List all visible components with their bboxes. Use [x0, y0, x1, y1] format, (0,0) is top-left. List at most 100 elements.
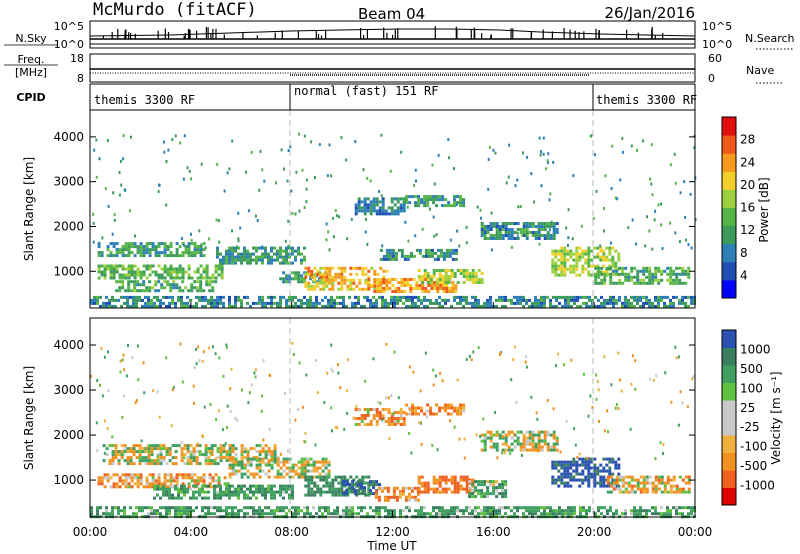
power-scatter-cell [428, 207, 431, 211]
power-cell-r5 [334, 272, 338, 276]
velocity-colorbar-swatch [722, 470, 736, 488]
velocity-cell-r12 [599, 475, 603, 479]
power-cell-r1 [196, 248, 200, 252]
power-cell-r3 [264, 246, 267, 250]
velocity-cell-r14 [357, 512, 360, 516]
power-cell-r3 [282, 258, 285, 262]
velocity-cell-r8 [477, 489, 481, 493]
velocity-cell-r2 [306, 460, 310, 464]
velocity-cell-r2 [258, 469, 262, 473]
power-cell-r13 [648, 272, 652, 276]
velocity-cell-r13 [621, 475, 625, 479]
power-cell-r13 [678, 272, 682, 276]
velocity-cell-r6 [374, 489, 378, 493]
power-cell-r14 [582, 301, 585, 305]
velocity-cell-r14 [528, 506, 531, 510]
velocity-cell-r3 [288, 484, 291, 488]
velocity-cell-r13 [669, 484, 673, 488]
power-cell-r14 [519, 301, 522, 305]
power-scatter-cell [330, 174, 333, 178]
velocity-cell-r1 [150, 447, 154, 451]
power-ytick-label: 2000 [53, 219, 84, 233]
power-cell-r14 [402, 295, 405, 299]
power-scatter-cell [567, 236, 570, 240]
velocity-scatter-cell [143, 391, 146, 395]
velocity-cell-r14 [213, 512, 216, 516]
velocity-cell-r12 [584, 478, 588, 482]
power-cell-r1 [106, 245, 110, 249]
power-cell-r14 [294, 301, 297, 305]
velocity-cell-r14 [630, 512, 633, 516]
velocity-cell-r0 [124, 482, 128, 486]
power-cell-r9 [423, 195, 427, 199]
velocity-cell-r0 [175, 473, 179, 477]
power-scatter-cell [182, 177, 185, 181]
velocity-cell-r6 [413, 495, 417, 499]
velocity-cell-r0 [139, 482, 143, 486]
velocity-scatter-cell [357, 408, 360, 412]
power-cell-r5 [352, 281, 356, 285]
power-cell-r14 [570, 298, 573, 302]
power-cell-r14 [420, 298, 423, 302]
power-scatter-cell [381, 244, 384, 248]
velocity-cell-r11 [531, 448, 535, 452]
velocity-cell-r11 [540, 445, 544, 449]
power-cell-r14 [240, 301, 243, 305]
velocity-cell-r1 [144, 456, 148, 460]
velocity-cell-r11 [543, 439, 547, 443]
velocity-cell-r14 [348, 506, 351, 510]
power-scatter-cell [362, 168, 365, 172]
velocity-cell-r7 [450, 475, 454, 479]
velocity-cell-r4 [340, 493, 344, 497]
power-cell-r7 [456, 269, 460, 272]
power-cell-r0 [157, 273, 161, 277]
power-cell-r1 [154, 251, 158, 255]
power-cell-r14 [444, 301, 447, 305]
velocity-cell-r4 [325, 478, 329, 482]
velocity-cell-r4 [343, 475, 347, 479]
power-cell-r14 [210, 301, 213, 305]
power-cell-r7 [462, 269, 466, 272]
velocity-cell-r14 [96, 512, 99, 516]
power-scatter-cell [247, 209, 250, 213]
power-cell-r0 [151, 264, 155, 268]
velocity-cell-r14 [141, 506, 144, 510]
power-cell-r9 [405, 201, 409, 205]
power-cell-r10 [384, 212, 388, 216]
velocity-scatter-cell [649, 377, 652, 381]
velocity-cell-r12 [581, 457, 585, 461]
velocity-cell-r2 [234, 460, 238, 464]
velocity-cell-r1 [228, 444, 232, 448]
power-scatter-cell [693, 146, 696, 150]
velocity-cell-r14 [477, 512, 480, 516]
velocity-cell-r9 [414, 412, 418, 416]
power-cell-r12 [584, 261, 588, 265]
velocity-cell-r13 [639, 475, 643, 479]
velocity-cell-r7 [459, 478, 463, 482]
velocity-cell-r1 [186, 447, 190, 451]
velocity-cell-r11 [531, 430, 535, 434]
velocity-cell-r11 [546, 442, 550, 446]
power-cell-r0 [202, 276, 206, 280]
velocity-cell-r11 [552, 436, 556, 440]
power-cell-r0 [145, 267, 149, 271]
power-cell-r0 [97, 267, 101, 271]
power-cell-r14 [159, 304, 162, 308]
velocity-cell-r1 [267, 453, 271, 457]
velocity-cell-r14 [621, 512, 624, 516]
power-cell-r2 [166, 280, 170, 284]
power-cell-r1 [145, 251, 149, 255]
power-cell-r1 [202, 254, 206, 258]
power-cell-r14 [300, 298, 303, 302]
power-cell-r0 [199, 273, 203, 277]
power-cell-r1 [115, 254, 119, 258]
velocity-cell-r3 [213, 487, 216, 491]
power-cell-r13 [597, 281, 601, 285]
power-cell-r1 [106, 254, 110, 258]
power-scatter-cell [237, 211, 240, 215]
power-cell-r6 [424, 287, 428, 290]
power-cell-r11 [534, 231, 538, 234]
power-cell-r13 [633, 281, 637, 285]
power-cell-r0 [217, 273, 221, 277]
power-cell-r13 [678, 281, 682, 285]
